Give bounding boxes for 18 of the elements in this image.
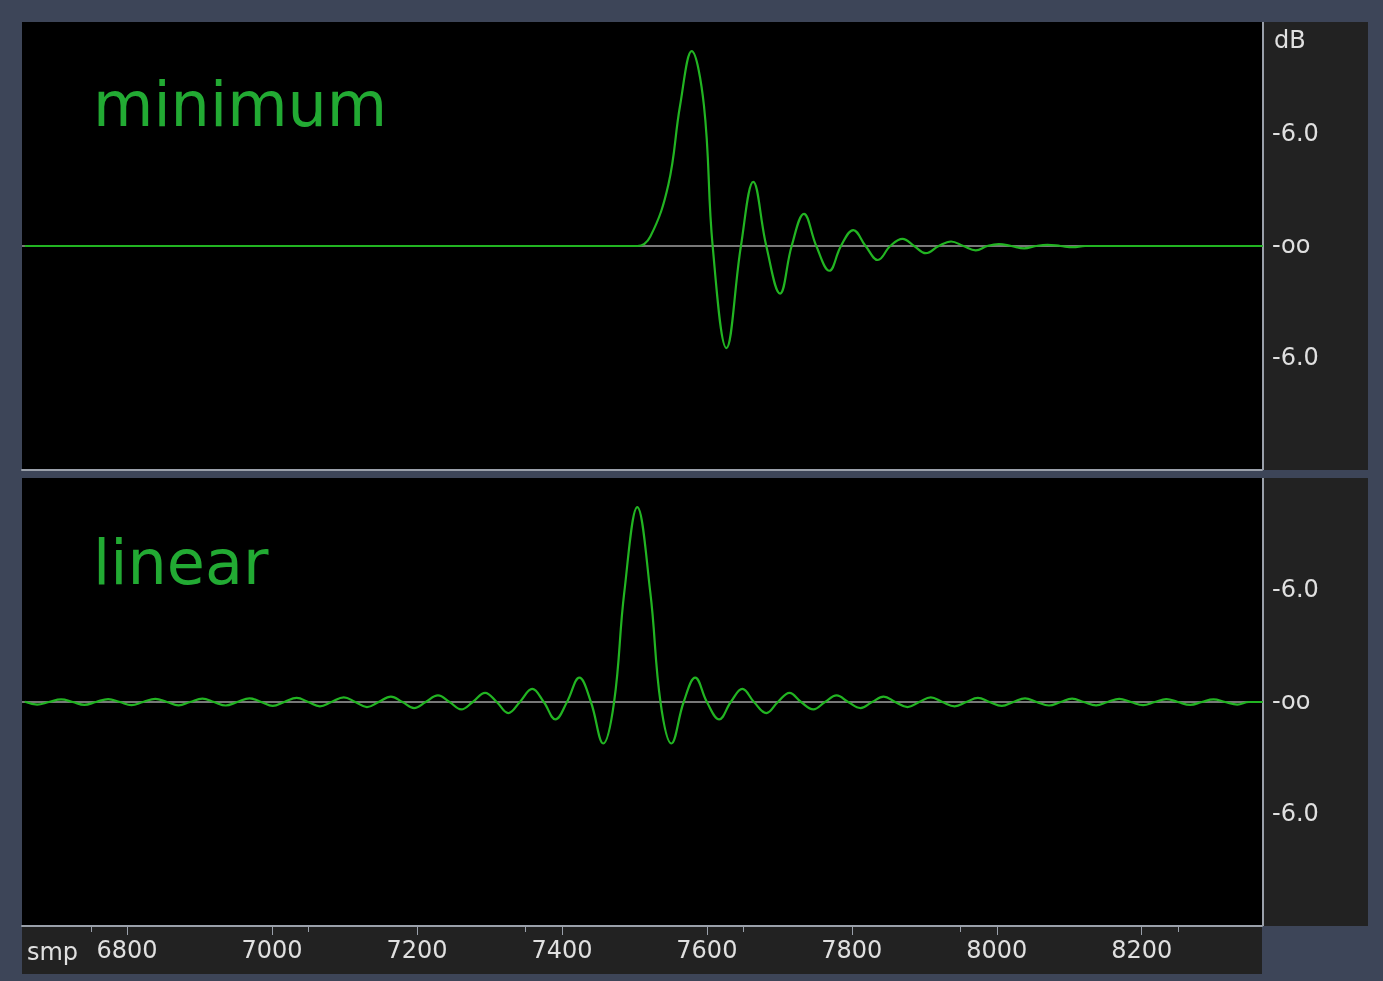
x-tick-label: 7400: [531, 936, 593, 964]
x-tick-label: 7200: [386, 936, 448, 964]
x-tick-label: 7600: [676, 936, 738, 964]
text: -6.0: [1272, 119, 1319, 147]
x-tick-label: 7000: [241, 936, 303, 964]
text: -6.0: [1272, 343, 1319, 371]
x-axis-title: smp: [26, 938, 78, 966]
chart-title: minimum: [93, 67, 388, 141]
x-tick-label: 7800: [821, 936, 883, 964]
text: -oo: [1272, 231, 1311, 259]
text: -6.0: [1272, 799, 1319, 827]
x-tick-label: 8000: [966, 936, 1028, 964]
x-tick-label: 8200: [1111, 936, 1173, 964]
chart-title: linear: [93, 525, 269, 599]
text: -oo: [1272, 687, 1311, 715]
y-axis-title: dB: [1274, 26, 1306, 54]
text: -6.0: [1272, 575, 1319, 603]
x-tick-label: 6800: [96, 936, 158, 964]
